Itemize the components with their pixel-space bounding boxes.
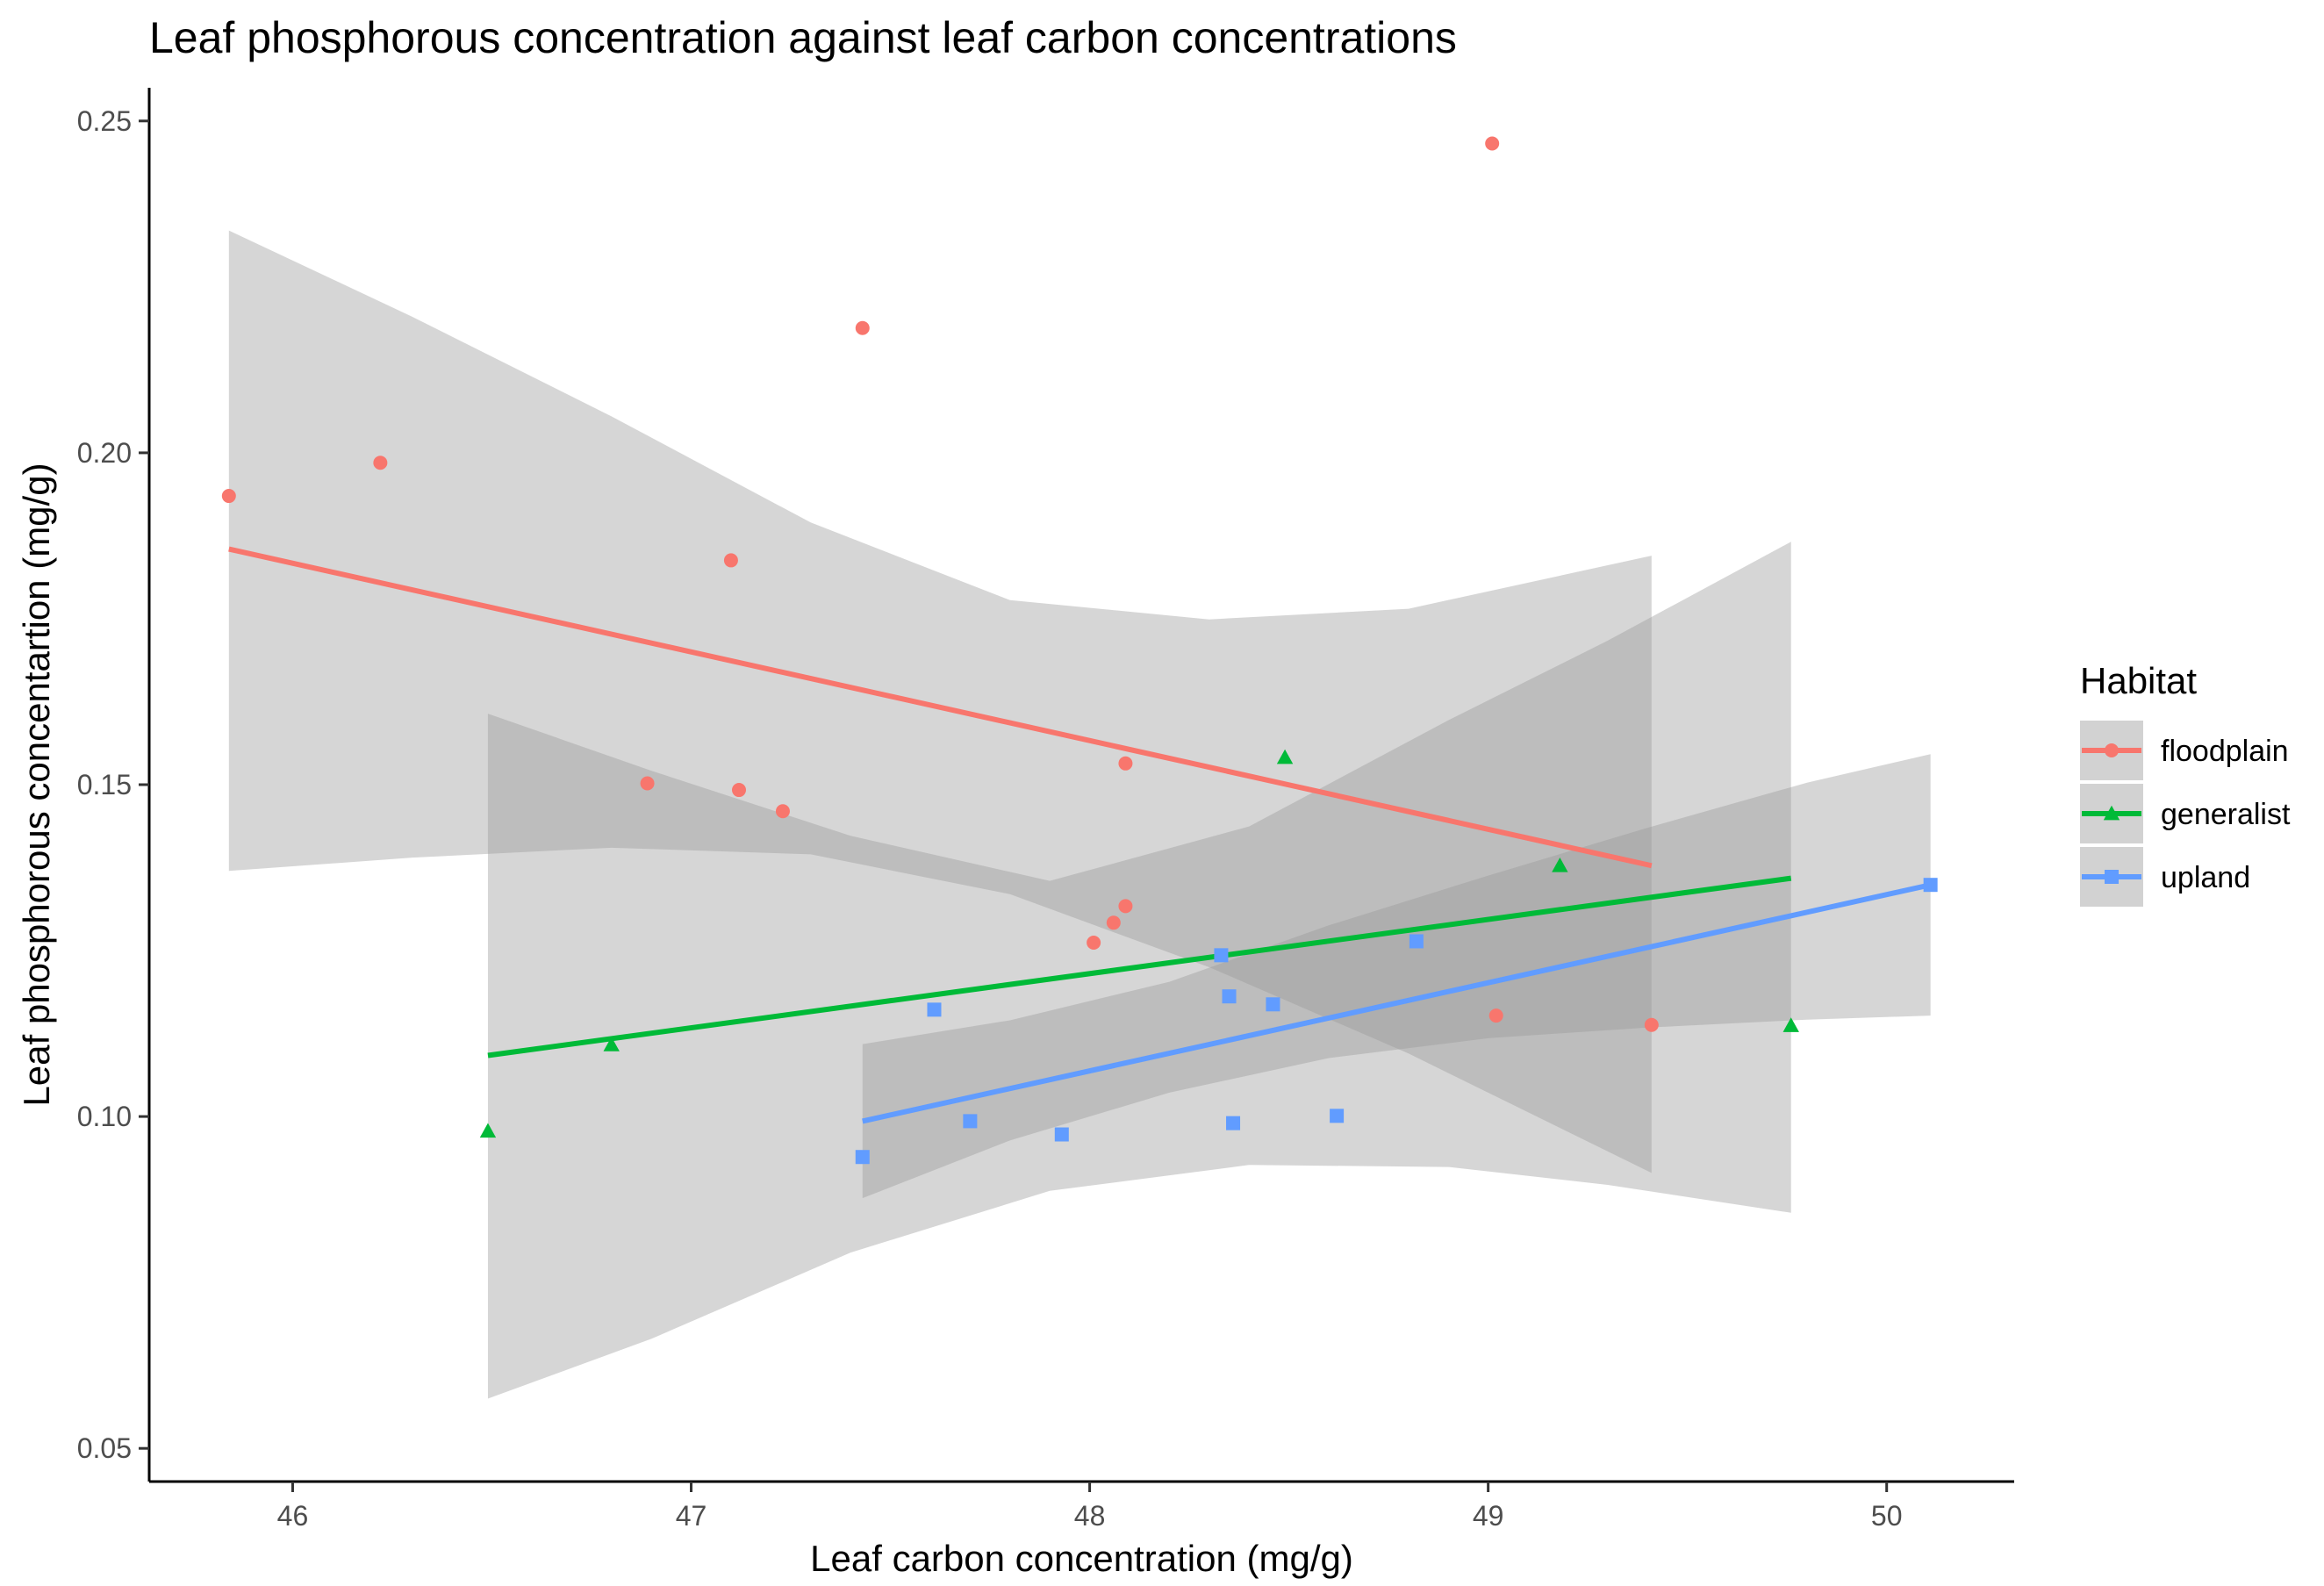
data-point-upland [963,1114,978,1129]
data-point-floodplain [1485,136,1500,151]
data-point-upland [1222,989,1237,1004]
y-tick-label: 0.10 [77,1101,132,1132]
y-axis-ticks: 0.05 0.10 0.15 0.20 0.25 [77,105,149,1464]
data-point-floodplain [373,456,388,470]
data-point-upland [1409,934,1424,949]
confidence-band-upland [862,754,1931,1199]
data-point-upland [1330,1109,1345,1123]
fit-line-generalist [487,875,1792,1059]
fit-line-upland [862,882,1932,1124]
legend-label-upland: upland [2161,861,2250,894]
data-point-generalist [1782,1017,1799,1032]
fit-lines [228,546,1932,1124]
y-tick-label: 0.05 [77,1432,132,1464]
data-point-upland [1923,878,1938,893]
data-point-floodplain [640,776,655,791]
data-point-floodplain [732,783,747,798]
data-point-generalist [1276,749,1294,764]
data-point-floodplain [775,804,790,819]
legend-label-floodplain: floodplain [2161,735,2289,768]
data-point-floodplain [1488,1008,1503,1023]
data-point-floodplain [855,320,870,335]
data-points [221,136,1938,1165]
y-tick-label: 0.15 [77,769,132,800]
axes: 46 47 48 49 50 0.05 0.10 0.15 0.20 0.25 [77,88,2014,1532]
legend-marker-upland [2105,870,2119,884]
data-point-floodplain [1106,915,1121,930]
data-point-floodplain [221,489,236,504]
data-point-upland [1266,997,1280,1012]
x-tick-label: 48 [1074,1500,1106,1532]
fit-line-floodplain [228,546,1653,869]
legend-marker-generalist [2103,805,2120,821]
legend-title: Habitat [2080,660,2197,701]
data-point-floodplain [1644,1017,1659,1032]
data-point-upland [1214,948,1229,963]
data-point-generalist [603,1037,620,1051]
data-point-upland [1226,1116,1241,1130]
data-point-upland [927,1002,942,1017]
confidence-bands [228,230,1931,1399]
data-point-floodplain [1118,899,1133,914]
confidence-band-floodplain [228,230,1652,1173]
x-tick-label: 49 [1473,1500,1504,1532]
data-point-floodplain [1087,935,1101,950]
data-point-upland [1054,1127,1069,1142]
y-tick-label: 0.25 [77,105,132,137]
x-axis-ticks: 46 47 48 49 50 [277,1482,1903,1532]
x-tick-label: 46 [277,1500,309,1532]
chart-title: Leaf phosphorous concentration against l… [149,13,1457,62]
y-axis-title: Leaf phosphorous concentartion (mg/g) [16,463,57,1106]
legend-marker-floodplain [2105,743,2119,757]
y-tick-label: 0.20 [77,437,132,469]
confidence-band-generalist [487,542,1791,1399]
x-tick-label: 47 [676,1500,707,1532]
data-point-floodplain [1118,756,1133,771]
x-tick-label: 50 [1871,1500,1903,1532]
data-point-generalist [1552,858,1568,872]
x-axis-title: Leaf carbon concentration (mg/g) [810,1538,1353,1579]
data-point-generalist [479,1123,497,1138]
legend-items: floodplain generalist upland [2080,721,2291,907]
data-point-upland [855,1150,870,1165]
data-point-floodplain [723,553,738,568]
legend: Habitat floodplain generalist upland [2080,660,2291,907]
legend-label-generalist: generalist [2161,798,2291,831]
